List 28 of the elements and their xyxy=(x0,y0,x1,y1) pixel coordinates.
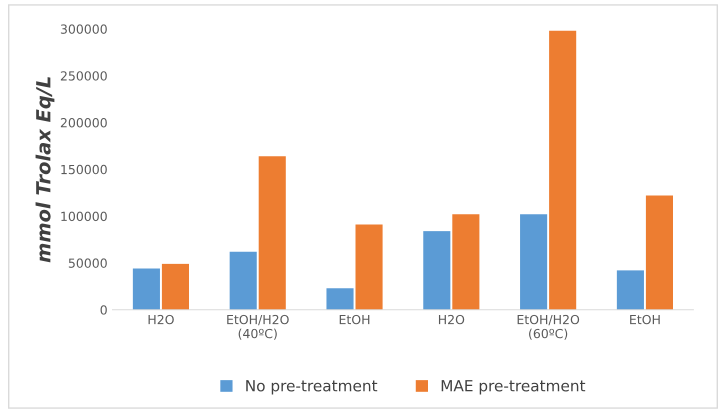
x-tick-label: H2O xyxy=(438,314,464,324)
y-tick-label: 200000 xyxy=(60,118,107,128)
bar xyxy=(356,224,383,310)
x-tick-label: EtOH xyxy=(630,314,660,324)
bar xyxy=(132,268,160,310)
bar xyxy=(520,214,548,310)
y-tick-label: 0 xyxy=(100,305,107,315)
x-tick-label: H2O xyxy=(148,314,174,324)
y-tick-label: 150000 xyxy=(61,164,107,174)
y-tick-label: 50000 xyxy=(68,258,107,268)
x-tick-label: EtOH/H2O (40ºC) xyxy=(227,314,289,340)
y-tick-label: 250000 xyxy=(60,71,107,81)
legend-label: No pre-treatment xyxy=(246,380,378,394)
bar xyxy=(646,196,673,310)
bar xyxy=(258,156,286,310)
bar xyxy=(616,270,644,310)
bar xyxy=(162,264,189,310)
y-tick-label: 300000 xyxy=(60,24,107,34)
bar xyxy=(452,214,480,310)
bar xyxy=(423,231,450,310)
bar xyxy=(326,288,354,310)
legend-label: MAE pre-treatment xyxy=(442,380,586,394)
x-tick-label: EtOH/H2O (60ºC) xyxy=(518,314,580,340)
y-axis-title: mmol Trolax Eq/L xyxy=(36,77,54,262)
bar xyxy=(549,30,576,310)
bar xyxy=(230,252,257,310)
x-tick-label: EtOH xyxy=(340,314,370,324)
y-tick-label: 100000 xyxy=(61,212,107,222)
